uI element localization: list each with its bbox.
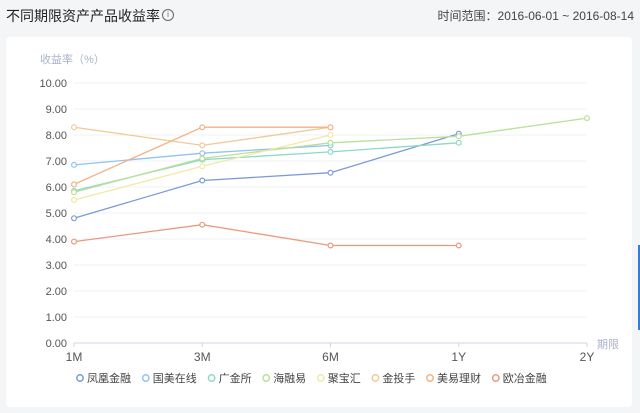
y-tick-label: 10.00 <box>39 78 67 90</box>
y-tick-label: 7.00 <box>46 156 67 168</box>
legend-label: 广金所 <box>219 371 252 385</box>
data-point[interactable] <box>199 177 206 184</box>
data-point[interactable] <box>583 115 590 122</box>
x-tick-label: 3M <box>194 350 211 364</box>
data-point[interactable] <box>455 139 462 146</box>
legend-marker <box>76 374 84 382</box>
series-line <box>73 224 459 247</box>
legend-marker <box>316 374 325 382</box>
info-icon[interactable]: i <box>162 9 174 21</box>
x-axis-label: 期限 <box>597 338 619 351</box>
time-range-end: 2016-08-14 <box>572 9 634 23</box>
data-point[interactable] <box>199 150 206 157</box>
time-range-separator: ~ <box>562 9 570 23</box>
data-point[interactable] <box>70 197 77 204</box>
legend-marker <box>141 374 150 382</box>
data-point[interactable] <box>455 133 462 140</box>
data-point[interactable] <box>70 181 77 188</box>
y-tick-labels: 0.00 1.00 2.00 3.00 4.00 5.00 6.00 7.00 8.00 9.00… <box>39 78 67 350</box>
series-points <box>70 115 590 249</box>
data-point[interactable] <box>327 124 334 131</box>
y-tick-label: 6.00 <box>46 182 67 194</box>
chart-card: 0.00 1.00 2.00 3.00 4.00 5.00 6.00 7.00 8.00 9.00… <box>6 37 632 407</box>
x-tick-label: 1Y <box>451 350 466 364</box>
legend-item[interactable]: 金投手 <box>371 371 415 385</box>
y-tick-label: 3.00 <box>46 260 67 272</box>
x-tick-label: 6M <box>322 350 339 364</box>
grid-lines <box>73 82 588 347</box>
y-tick-label: 8.00 <box>46 130 67 142</box>
legend-marker <box>262 374 271 382</box>
yield-line-chart: 0.00 1.00 2.00 3.00 4.00 5.00 6.00 7.00 8.00 9.00… <box>39 52 619 385</box>
data-point[interactable] <box>455 242 462 249</box>
legend-item[interactable]: 欧冶金融 <box>491 371 547 385</box>
scrollbar-thumb[interactable] <box>638 245 640 330</box>
legend-item[interactable]: 凤凰金融 <box>76 371 131 385</box>
legend-marker <box>207 374 216 382</box>
data-point[interactable] <box>199 124 206 131</box>
data-point[interactable] <box>199 155 206 162</box>
series-line <box>73 133 459 219</box>
legend-item[interactable]: 海融易 <box>262 371 306 385</box>
y-tick-label: 5.00 <box>46 208 67 220</box>
time-range-label: 时间范围： <box>437 9 498 23</box>
legend-label: 欧冶金融 <box>503 371 547 385</box>
page-title: 不同期限资产产品收益率 <box>6 8 160 24</box>
legend-marker <box>491 374 500 382</box>
data-point[interactable] <box>327 242 334 249</box>
legend-item[interactable]: 聚宝汇 <box>316 371 361 385</box>
legend-label: 凤凰金融 <box>87 371 131 385</box>
data-point[interactable] <box>199 142 206 149</box>
data-point[interactable] <box>199 163 206 170</box>
time-range-start: 2016-06-01 <box>497 9 559 23</box>
legend-item[interactable]: 美易理财 <box>426 371 481 385</box>
header: 不同期限资产产品收益率 i 时间范围：2016-06-01 ~ 2016-08-… <box>0 0 640 30</box>
y-tick-label: 4.00 <box>46 234 67 246</box>
y-tick-label: 0.00 <box>46 338 67 350</box>
y-axis-label: 收益率（%） <box>40 52 105 66</box>
legend-label: 海融易 <box>273 371 306 385</box>
legend-label: 美易理财 <box>437 371 481 385</box>
time-range: 时间范围：2016-06-01 ~ 2016-08-14 <box>438 7 635 24</box>
legend-marker <box>371 374 380 382</box>
data-point[interactable] <box>70 238 77 245</box>
data-point[interactable] <box>327 169 334 176</box>
data-point[interactable] <box>327 131 334 138</box>
x-tick-label: 2Y <box>580 350 595 364</box>
x-tick-labels: 1M 3M 6M 1Y 2Y <box>66 350 595 364</box>
legend-marker <box>426 374 434 382</box>
legend-item[interactable]: 广金所 <box>207 371 252 385</box>
data-point[interactable] <box>199 221 206 228</box>
y-tick-label: 1.00 <box>46 312 67 324</box>
x-tick-label: 1M <box>66 350 83 364</box>
legend-label: 国美在线 <box>153 371 197 385</box>
y-tick-label: 9.00 <box>46 104 67 116</box>
data-point[interactable] <box>70 189 77 196</box>
data-point[interactable] <box>70 215 77 222</box>
legend-item[interactable]: 国美在线 <box>141 371 197 385</box>
data-point[interactable] <box>70 161 77 168</box>
y-tick-label: 2.00 <box>46 286 67 298</box>
legend: 凤凰金融 国美在线 广金所 海融易 聚宝汇 金投手 美易理财 欧冶金融 <box>76 371 547 385</box>
data-point[interactable] <box>70 124 77 131</box>
legend-label: 聚宝汇 <box>328 371 361 385</box>
data-point[interactable] <box>327 139 334 146</box>
legend-label: 金投手 <box>382 371 415 385</box>
data-point[interactable] <box>327 148 334 155</box>
